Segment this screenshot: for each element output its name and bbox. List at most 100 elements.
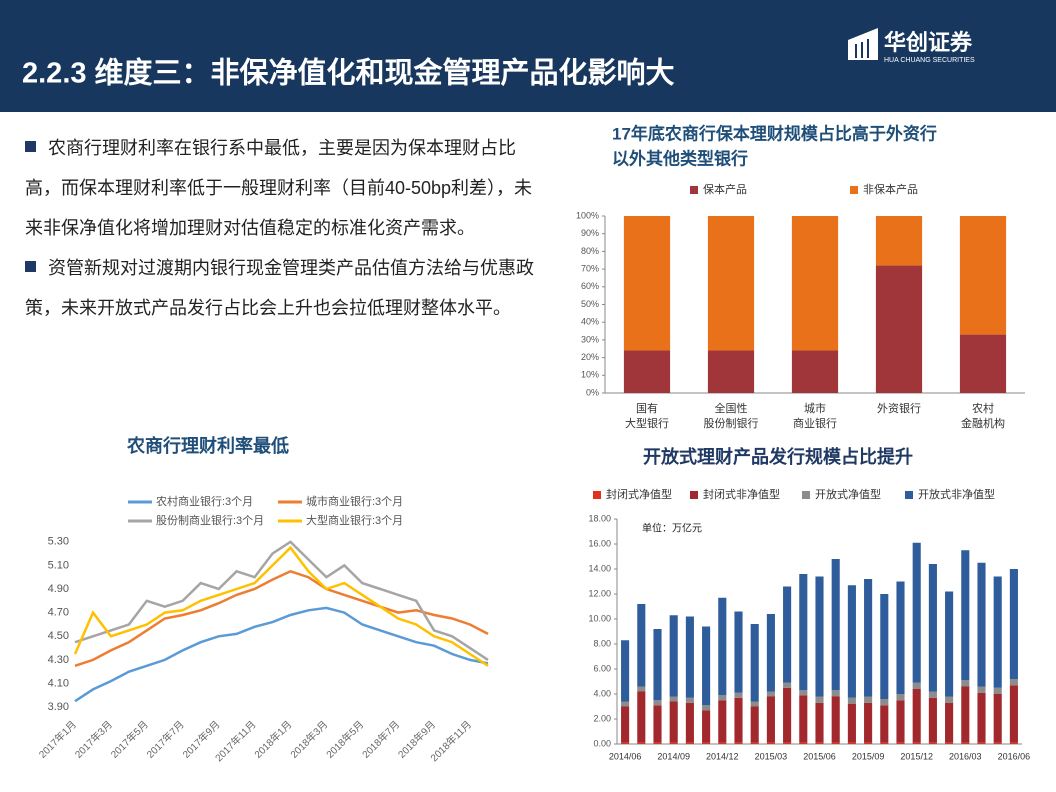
series-line (74, 569, 489, 667)
logo-icon (848, 28, 878, 60)
x-tick-label: 农村 (972, 401, 994, 415)
bar-segment (847, 585, 856, 698)
chart-title: 开放式理财产品发行规模占比提升 (643, 446, 913, 467)
bar-segment (896, 581, 905, 694)
legend-label: 封闭式非净值型 (703, 487, 780, 501)
bar-segment (875, 265, 923, 393)
bar-segment (653, 629, 662, 701)
bar-segment (959, 334, 1007, 393)
x-tick-label: 2016/03 (949, 751, 982, 761)
bar-segment (912, 542, 921, 683)
chart-title: 农商行理财利率最低 (126, 435, 289, 456)
bar-segment (977, 686, 986, 693)
bar-segment (750, 742, 759, 744)
bar-segment (977, 742, 986, 744)
bar-segment (637, 691, 646, 743)
x-tick-label: 2014/09 (657, 751, 690, 761)
bar-segment (945, 702, 954, 743)
y-tick-label: 10.00 (588, 613, 611, 623)
x-tick-label: 2017年5月 (108, 718, 151, 761)
legend-swatch (850, 186, 858, 194)
y-tick-label: 30% (581, 334, 599, 344)
bar-segment (669, 615, 678, 697)
series-line (74, 606, 489, 703)
x-tick-label: 全国性 (715, 401, 748, 415)
bar-segment (961, 742, 970, 744)
bar-segment (864, 696, 873, 703)
bar-segment (928, 691, 937, 698)
x-tick-label: 2015/03 (755, 751, 788, 761)
bar-segment (880, 742, 889, 744)
bar-segment (621, 742, 630, 744)
bar-segment (928, 564, 937, 692)
bar-segment (766, 691, 775, 697)
y-tick-label: 14.00 (588, 563, 611, 573)
bar-segment (831, 690, 840, 697)
bar-segment (1009, 742, 1018, 744)
x-tick-label: 国有 (636, 401, 658, 415)
bar-segment (621, 640, 630, 702)
bar-segment (831, 696, 840, 743)
header-band (0, 0, 1056, 112)
bar-segment (831, 559, 840, 691)
y-tick-label: 90% (581, 228, 599, 238)
bar-segment (880, 705, 889, 743)
bar-segment (864, 742, 873, 744)
bar-segment (734, 692, 743, 698)
bar-segment (847, 704, 856, 743)
x-tick-label: 2017年3月 (72, 718, 115, 761)
bar-segment (896, 694, 905, 701)
bar-segment (707, 350, 755, 393)
bar-segment (653, 700, 662, 706)
logo-subtext: HUA CHUANG SECURITIES (884, 57, 975, 64)
bar-segment (621, 706, 630, 743)
bar-segment (815, 576, 824, 697)
slide-title: 2.2.3 维度三：非保净值化和现金管理产品化影响大 (22, 56, 675, 90)
x-tick-label: 2016/06 (998, 751, 1031, 761)
bar-segment (653, 705, 662, 743)
bar-segment (669, 742, 678, 744)
bar-segment (766, 696, 775, 743)
y-tick-label: 5.10 (48, 559, 69, 571)
bar-segment (815, 742, 824, 744)
bar-segment (912, 689, 921, 743)
bar-segment (1009, 679, 1018, 686)
legend-label: 保本产品 (703, 182, 747, 196)
bar-segment (766, 614, 775, 692)
y-tick-label: 4.10 (48, 677, 69, 689)
y-tick-label: 3.90 (48, 701, 69, 713)
bar-segment (718, 742, 727, 744)
x-tick-label: 2018年3月 (287, 718, 330, 761)
bar-segment (718, 695, 727, 701)
bar-segment (864, 702, 873, 743)
bar-segment (718, 700, 727, 743)
bar-segment (880, 594, 889, 699)
x-tick-label: 2018年1月 (251, 718, 294, 761)
y-tick-label: 6.00 (593, 663, 611, 673)
legend-label: 开放式净值型 (815, 487, 881, 501)
y-tick-label: 16.00 (588, 538, 611, 548)
legend-label: 城市商业银行:3个月 (306, 494, 403, 508)
y-tick-label: 100% (576, 210, 599, 220)
bar-segment (959, 216, 1007, 335)
bar-segment (896, 742, 905, 744)
y-tick-label: 20% (581, 352, 599, 362)
y-tick-label: 4.50 (48, 630, 69, 642)
bar-segment (750, 701, 759, 707)
bar-segment (799, 742, 808, 744)
bar-segment (912, 742, 921, 744)
bar-segment (815, 696, 824, 703)
bar-segment (623, 350, 671, 393)
bar-segment (993, 694, 1002, 743)
bar-segment (750, 706, 759, 743)
bar-segment (847, 742, 856, 744)
bar-segment (1009, 569, 1018, 679)
y-tick-label: 60% (581, 281, 599, 291)
bar-segment (653, 742, 662, 744)
x-tick-label: 股份制银行 (704, 416, 759, 430)
bullets: 农商行理财利率在银行系中最低，主要是因为保本理财占比高，而保本理财利率低于一般理… (25, 128, 550, 328)
bar-segment (750, 624, 759, 702)
chart-title: 以外其他类型银行 (612, 148, 748, 168)
x-tick-label: 2014/12 (706, 751, 739, 761)
